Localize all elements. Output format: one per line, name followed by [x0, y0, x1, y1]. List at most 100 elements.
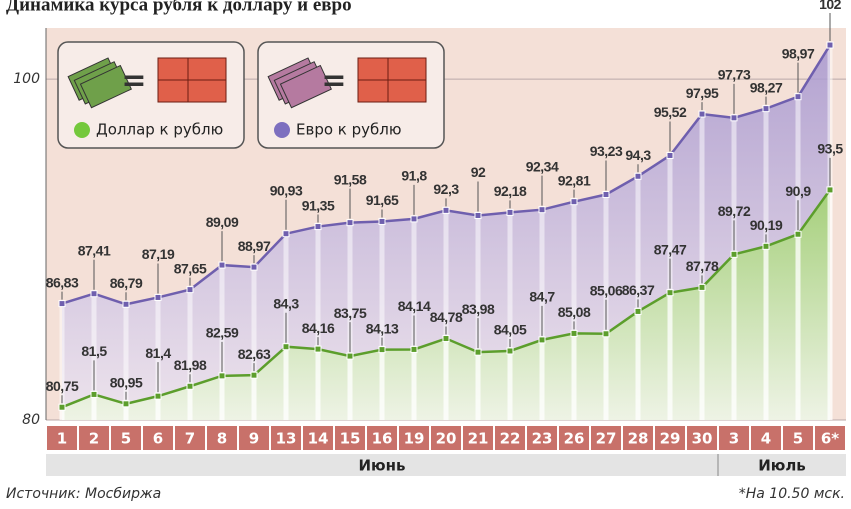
legend-icon	[188, 58, 226, 80]
x-tick-label: 29	[660, 430, 681, 448]
value-label: 90,9	[785, 183, 811, 199]
value-label: 92,18	[494, 183, 527, 199]
value-label: 89,72	[718, 203, 751, 219]
point-marker	[315, 224, 321, 230]
point-marker	[91, 291, 97, 297]
value-label: 92,34	[526, 158, 559, 174]
value-label: 87,41	[78, 242, 111, 258]
x-tick-label: 21	[468, 430, 489, 448]
value-label: 84,13	[366, 320, 399, 336]
value-label: 87,19	[142, 246, 175, 262]
point-marker	[123, 401, 129, 407]
x-tick-label: 30	[692, 430, 713, 448]
point-marker	[59, 301, 65, 307]
value-label: 98,97	[782, 45, 815, 61]
month-label: Июнь	[359, 457, 406, 475]
legend-icon	[188, 80, 226, 102]
value-label: 83,75	[334, 305, 367, 321]
value-label: 93,23	[590, 143, 623, 159]
point-marker	[315, 346, 321, 352]
x-tick-label: 20	[436, 430, 457, 448]
legend-label: Доллар к рублю	[96, 121, 223, 139]
value-label: 86,79	[110, 275, 143, 291]
point-marker	[667, 152, 673, 158]
value-label: 90,93	[270, 182, 303, 198]
value-label: 91,65	[366, 192, 399, 208]
point-marker	[251, 372, 257, 378]
value-label: 95,52	[654, 104, 687, 120]
point-marker	[603, 331, 609, 337]
point-marker	[507, 348, 513, 354]
point-marker	[443, 336, 449, 342]
point-marker	[123, 301, 129, 307]
point-marker	[571, 199, 577, 205]
chart-title: Динамика курса рубля к доллару и евро	[6, 0, 352, 15]
point-marker	[411, 216, 417, 222]
value-label: 91,58	[334, 171, 367, 187]
source: Источник: Мосбиржа	[6, 486, 161, 502]
value-label: 90,19	[750, 217, 783, 233]
x-tick-label: 19	[404, 430, 425, 448]
point-marker	[827, 42, 833, 48]
point-marker	[155, 393, 161, 399]
value-label: 98,27	[750, 79, 783, 95]
value-label: 87,78	[686, 258, 719, 274]
x-tick-label: 15	[340, 430, 361, 448]
value-label: 80,95	[110, 375, 143, 391]
point-marker	[667, 290, 673, 296]
value-label: 81,98	[174, 357, 207, 373]
point-marker	[603, 192, 609, 198]
value-label: 87,47	[654, 241, 687, 257]
value-label: 88,97	[238, 238, 271, 254]
footnote: *На 10.50 мск.	[739, 486, 845, 502]
legend-icon	[388, 58, 426, 80]
point-marker	[379, 347, 385, 353]
x-tick-label: 26	[564, 430, 585, 448]
y-tick-label: 80	[22, 412, 40, 428]
x-tick-label: 22	[500, 430, 521, 448]
value-label: 84,16	[302, 320, 335, 336]
value-label: 94,3	[625, 147, 651, 163]
point-marker	[507, 209, 513, 215]
point-marker	[379, 218, 385, 224]
point-marker	[763, 106, 769, 112]
point-marker	[475, 212, 481, 218]
point-marker	[347, 353, 353, 359]
value-label: 84,05	[494, 322, 527, 338]
point-marker	[763, 243, 769, 249]
x-tick-label: 1	[57, 430, 67, 448]
value-label: 92,3	[433, 181, 459, 197]
value-label: 102	[819, 0, 842, 12]
point-marker	[187, 383, 193, 389]
point-marker	[283, 344, 289, 350]
point-marker	[731, 251, 737, 257]
value-label: 87,65	[174, 260, 207, 276]
x-tick-label: 16	[372, 430, 393, 448]
point-marker	[699, 111, 705, 117]
x-tick-label: 5	[793, 430, 803, 448]
point-marker	[635, 173, 641, 179]
legend-icon	[388, 80, 426, 102]
x-tick-label: 13	[276, 430, 297, 448]
value-label: 83,98	[462, 301, 495, 317]
point-marker	[795, 231, 801, 237]
x-tick-label: 23	[532, 430, 553, 448]
point-marker	[187, 287, 193, 293]
value-label: 82,63	[238, 346, 271, 362]
month-band	[46, 454, 846, 476]
legend-swatch	[74, 122, 90, 138]
value-label: 97,73	[718, 67, 751, 83]
point-marker	[539, 207, 545, 213]
value-label: 86,83	[46, 274, 79, 290]
point-marker	[219, 373, 225, 379]
point-marker	[571, 330, 577, 336]
legend-swatch	[274, 122, 290, 138]
value-label: 85,08	[558, 304, 591, 320]
point-marker	[91, 391, 97, 397]
legend-equals: =	[321, 64, 346, 99]
chart: Динамика курса рубля к доллару и евро Ис…	[0, 0, 851, 509]
x-tick-label: 2	[89, 430, 99, 448]
x-tick-label: 28	[628, 430, 649, 448]
point-marker	[539, 337, 545, 343]
x-tick-label: 3	[729, 430, 739, 448]
